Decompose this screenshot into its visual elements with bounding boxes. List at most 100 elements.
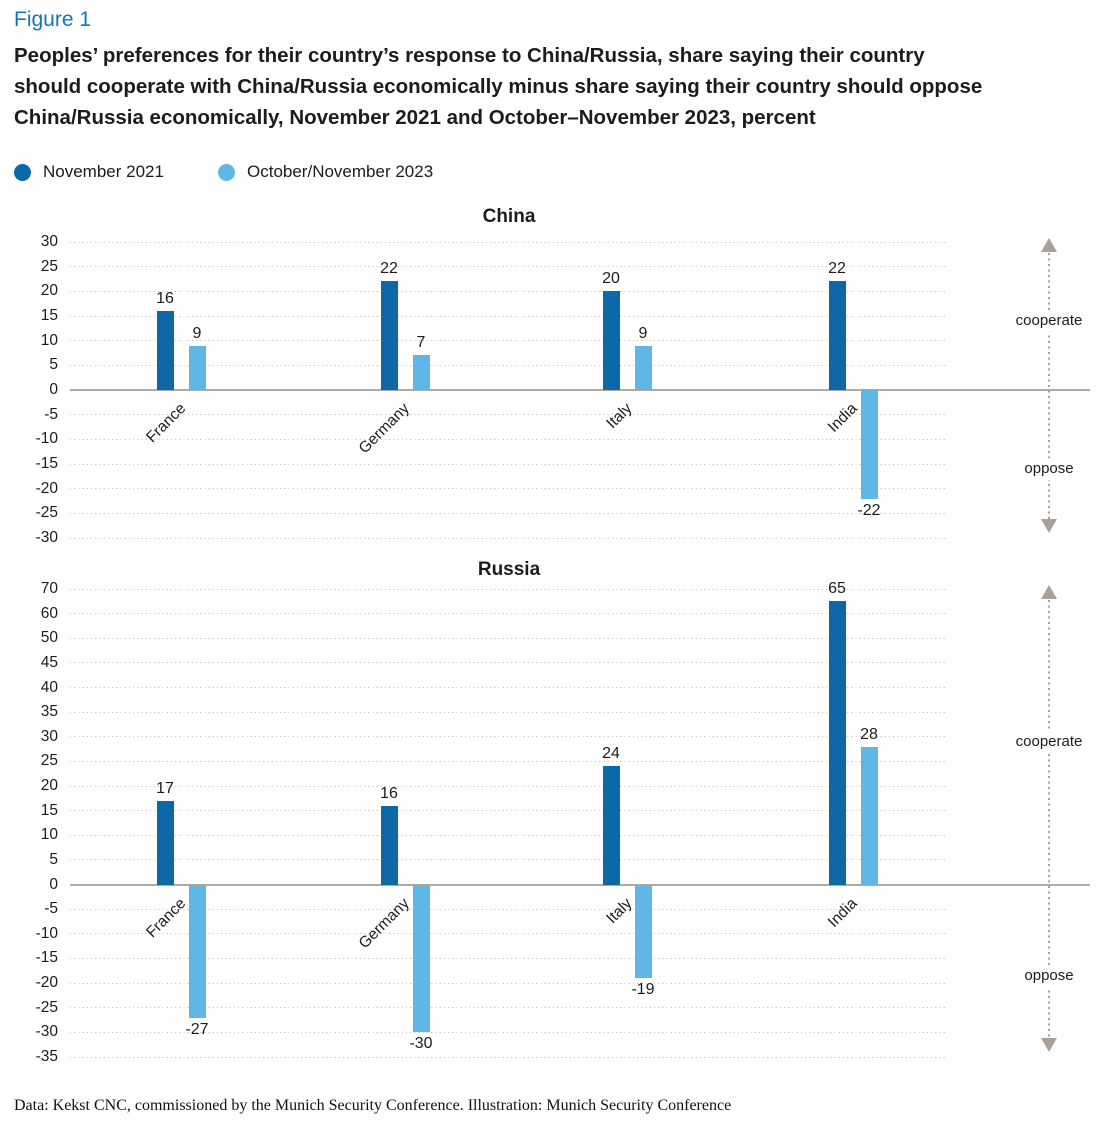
bar-russia-italy-2023	[634, 884, 652, 979]
gridline	[70, 662, 948, 664]
legend: November 2021 October/November 2023	[0, 162, 1102, 186]
y-tick-label: -20	[35, 974, 58, 992]
y-tick-label: 10	[40, 826, 58, 844]
bar-russia-germany-2023	[412, 884, 430, 1033]
gridline	[70, 463, 948, 465]
bar-china-france-2023	[188, 345, 206, 390]
y-tick-label: 40	[40, 678, 58, 696]
arrow-down-icon	[1041, 1038, 1057, 1052]
bar-value-label: -27	[185, 1020, 209, 1038]
bar-value-label: -22	[857, 501, 881, 519]
bar-russia-france-2021	[156, 800, 174, 885]
y-tick-label: -10	[35, 924, 58, 942]
y-tick-label: 20	[40, 282, 58, 300]
annotation-oppose: oppose	[1015, 964, 1083, 987]
category-label-germany: Germany	[355, 400, 414, 458]
gridline	[70, 438, 948, 440]
gridline	[70, 1007, 948, 1009]
bar-china-india-2023	[860, 390, 878, 499]
bar-china-italy-2021	[602, 291, 620, 390]
y-tick-label: -15	[35, 949, 58, 967]
legend-label-2021: November 2021	[43, 162, 164, 181]
y-tick-label: -15	[35, 455, 58, 472]
y-tick-label: 25	[40, 257, 58, 275]
legend-dot-2021-icon	[14, 163, 31, 181]
bar-china-germany-2021	[380, 281, 398, 390]
bar-value-label: -30	[409, 1035, 433, 1053]
arrow-down-icon	[1041, 519, 1057, 533]
y-tick-label: -5	[44, 405, 58, 423]
bar-value-label: 28	[860, 725, 878, 743]
y-tick-label: -25	[35, 504, 58, 522]
y-tick-label: -30	[35, 1023, 58, 1041]
legend-label-2023: October/November 2023	[247, 162, 434, 181]
gridline	[70, 687, 948, 689]
gridline	[70, 1031, 948, 1033]
bar-russia-italy-2021	[602, 766, 620, 885]
bar-value-label: -19	[631, 981, 655, 999]
gridline	[70, 488, 948, 490]
bar-russia-india-2023	[860, 746, 878, 885]
y-tick-label: 5	[49, 850, 58, 868]
gridline	[70, 957, 948, 959]
bar-value-label: 20	[602, 270, 620, 288]
gridline	[70, 736, 948, 738]
arrow-up-icon	[1041, 238, 1057, 252]
gridline	[70, 588, 948, 590]
source-note: Data: Kekst CNC, commissioned by the Mun…	[14, 1097, 732, 1114]
legend-item-oct-nov-2023: October/November 2023	[218, 162, 433, 182]
y-tick-label: 30	[40, 233, 58, 250]
bar-value-label: 16	[156, 290, 174, 308]
category-label-france: France	[142, 894, 190, 941]
gridline	[70, 613, 948, 615]
gridline	[70, 834, 948, 836]
gridline	[70, 364, 948, 366]
y-tick-label: 50	[40, 629, 58, 647]
y-tick-label: 45	[40, 653, 58, 671]
annotation-cooperate: cooperate	[1006, 310, 1092, 332]
arrow-up-icon	[1041, 585, 1057, 599]
bar-value-label: 22	[828, 260, 846, 278]
bar-china-italy-2023	[634, 345, 652, 390]
y-tick-label: 35	[40, 703, 58, 721]
bar-value-label: 65	[828, 580, 846, 598]
gridline	[70, 908, 948, 910]
bar-value-label: 16	[380, 784, 398, 802]
gridline	[70, 266, 948, 268]
bar-russia-france-2023	[188, 884, 206, 1018]
category-label-italy: Italy	[602, 894, 636, 927]
gridline	[70, 637, 948, 639]
figure-label: Figure 1	[14, 8, 92, 31]
y-tick-label: 30	[40, 727, 58, 745]
y-tick-label: 10	[40, 331, 58, 349]
gridline	[70, 859, 948, 861]
y-tick-label: 60	[40, 604, 58, 622]
legend-item-nov-2021: November 2021	[14, 162, 164, 182]
y-tick-label: 70	[40, 580, 58, 597]
gridline	[70, 315, 948, 317]
bar-value-label: 24	[602, 745, 620, 763]
y-tick-label: 5	[49, 356, 58, 374]
gridline	[70, 537, 948, 539]
bar-value-label: 17	[156, 779, 174, 797]
gridline	[70, 711, 948, 713]
annotation-oppose: oppose	[1015, 458, 1083, 480]
gridline	[70, 290, 948, 292]
gridline	[70, 512, 948, 514]
bar-value-label: 22	[380, 260, 398, 278]
chart-title-russia: Russia	[477, 559, 541, 580]
y-tick-label: -20	[35, 479, 58, 497]
gridline	[70, 982, 948, 984]
gridline	[70, 414, 948, 416]
y-tick-label: -25	[35, 998, 58, 1016]
y-tick-label: 0	[49, 875, 58, 893]
gridline	[70, 1056, 948, 1058]
gridline	[70, 241, 948, 243]
gridline	[70, 933, 948, 935]
bar-value-label: 9	[638, 324, 648, 342]
legend-dot-2023-icon	[218, 163, 235, 181]
bar-value-label: 7	[416, 334, 426, 352]
bar-russia-germany-2021	[380, 805, 398, 885]
bar-china-india-2021	[828, 281, 846, 390]
